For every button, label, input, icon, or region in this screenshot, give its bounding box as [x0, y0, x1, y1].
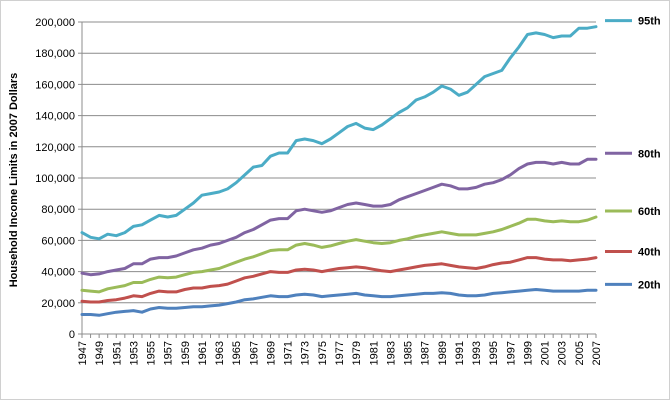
series-line-40th [80, 256, 598, 304]
legend-label-60th: 60th [638, 206, 661, 218]
y-axis-title: Household Income Limits in 2007 Dollars [8, 73, 20, 288]
x-tick-label: 1999 [522, 341, 534, 365]
y-tick-label: 100,000 [35, 173, 75, 185]
x-tick-label: 1955 [146, 341, 158, 365]
y-tick-label: 120,000 [35, 142, 75, 154]
x-tick-label: 2003 [557, 341, 569, 365]
y-tick-label: 0 [69, 329, 75, 341]
series-line-80th [80, 157, 598, 277]
x-tick-label: 1969 [265, 341, 277, 365]
x-tick-label: 1983 [385, 341, 397, 365]
x-tick-label: 1975 [317, 341, 329, 365]
x-tick-label: 2001 [540, 341, 552, 365]
x-tick-label: 1961 [197, 341, 209, 365]
x-tick-label: 1949 [94, 341, 106, 365]
y-tick-labels: 0 20,000 40,000 60,000 80,000 100,000 120,000 1… [35, 17, 75, 341]
x-tick-label: 1993 [471, 341, 483, 365]
y-tick-label: 60,000 [41, 235, 75, 247]
x-tick-label: 1971 [283, 341, 295, 365]
x-tick-label: 1967 [248, 341, 260, 365]
x-tick-label: 1959 [180, 341, 192, 365]
x-tick-label: 1965 [231, 341, 243, 365]
x-tick-label: 1981 [368, 341, 380, 365]
legend-label-20th: 20th [638, 279, 661, 291]
y-tick-label: 200,000 [35, 17, 75, 29]
legend-label-40th: 40th [638, 247, 661, 259]
x-tick-label: 1947 [77, 341, 89, 365]
legend-label-95th: 95th [638, 16, 661, 28]
x-tick-label: 1973 [300, 341, 312, 365]
x-tick-label: 2005 [574, 341, 586, 365]
y-tick-label: 180,000 [35, 48, 75, 60]
x-tick-label: 1957 [163, 341, 175, 365]
x-tick-label: 1979 [351, 341, 363, 365]
x-tick-label: 1963 [214, 341, 226, 365]
series-line-20th [80, 288, 598, 317]
y-tick-label: 20,000 [41, 298, 75, 310]
x-tick-label: 1997 [505, 341, 517, 365]
x-tick-labels: 1947 1949 1951 1953 1955 1957 1959 1961 1963 1965… [77, 341, 603, 365]
series-line-60th [80, 215, 598, 294]
x-tick-label: 1989 [437, 341, 449, 365]
x-tick-label: 1991 [454, 341, 466, 365]
x-tick-label: 1951 [111, 341, 123, 365]
y-tick-label: 80,000 [41, 204, 75, 216]
gridlines [82, 21, 596, 304]
y-tick-label: 140,000 [35, 111, 75, 123]
y-tick-label: 160,000 [35, 79, 75, 91]
x-tick-label: 1985 [403, 341, 415, 365]
series-line-95th [80, 25, 598, 241]
legend-label-80th: 80th [638, 148, 661, 160]
x-tick-label: 2007 [591, 341, 603, 365]
x-tick-label: 1977 [334, 341, 346, 365]
legend: 95th 80th 60th 40th 20th [605, 16, 661, 291]
axes [78, 21, 597, 338]
x-tick-label: 1987 [420, 341, 432, 365]
x-tick-label: 1995 [488, 341, 500, 365]
y-tick-label: 40,000 [41, 267, 75, 279]
series-lines [80, 25, 598, 317]
x-tick-label: 1953 [128, 341, 140, 365]
